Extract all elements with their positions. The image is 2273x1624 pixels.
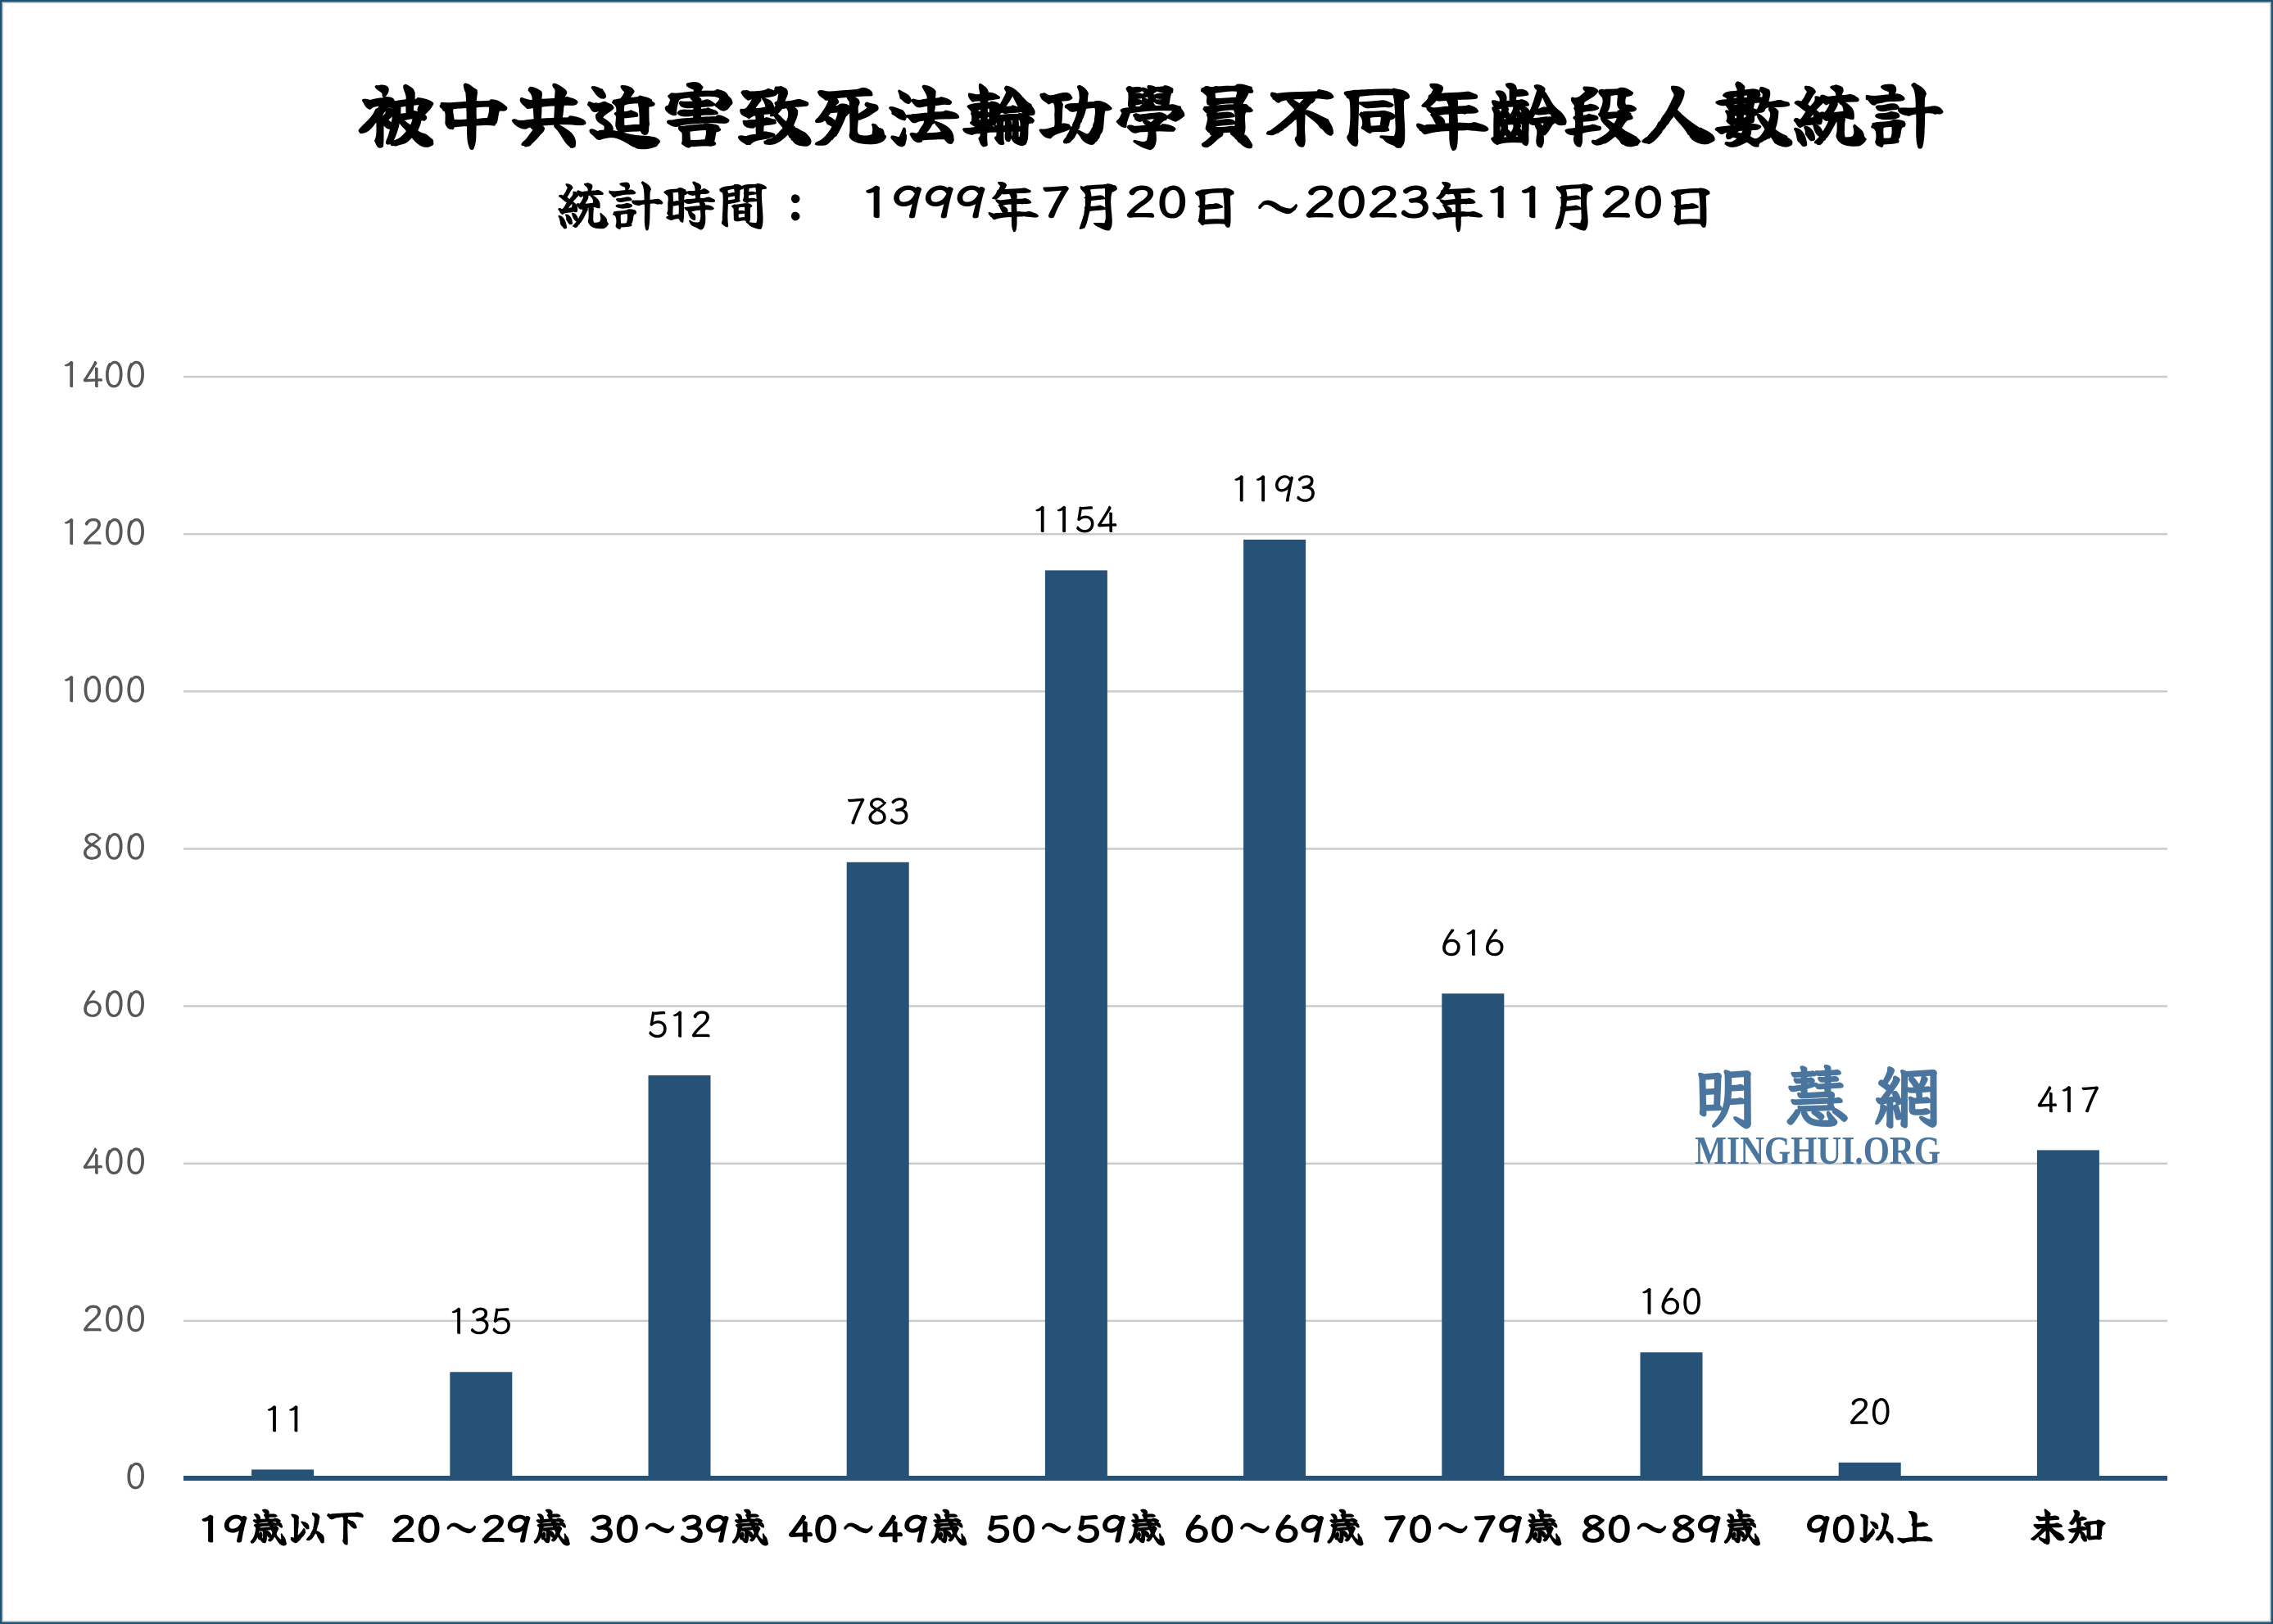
svg-text:MINGHUI.ORG: MINGHUI.ORG	[1695, 1128, 1940, 1173]
